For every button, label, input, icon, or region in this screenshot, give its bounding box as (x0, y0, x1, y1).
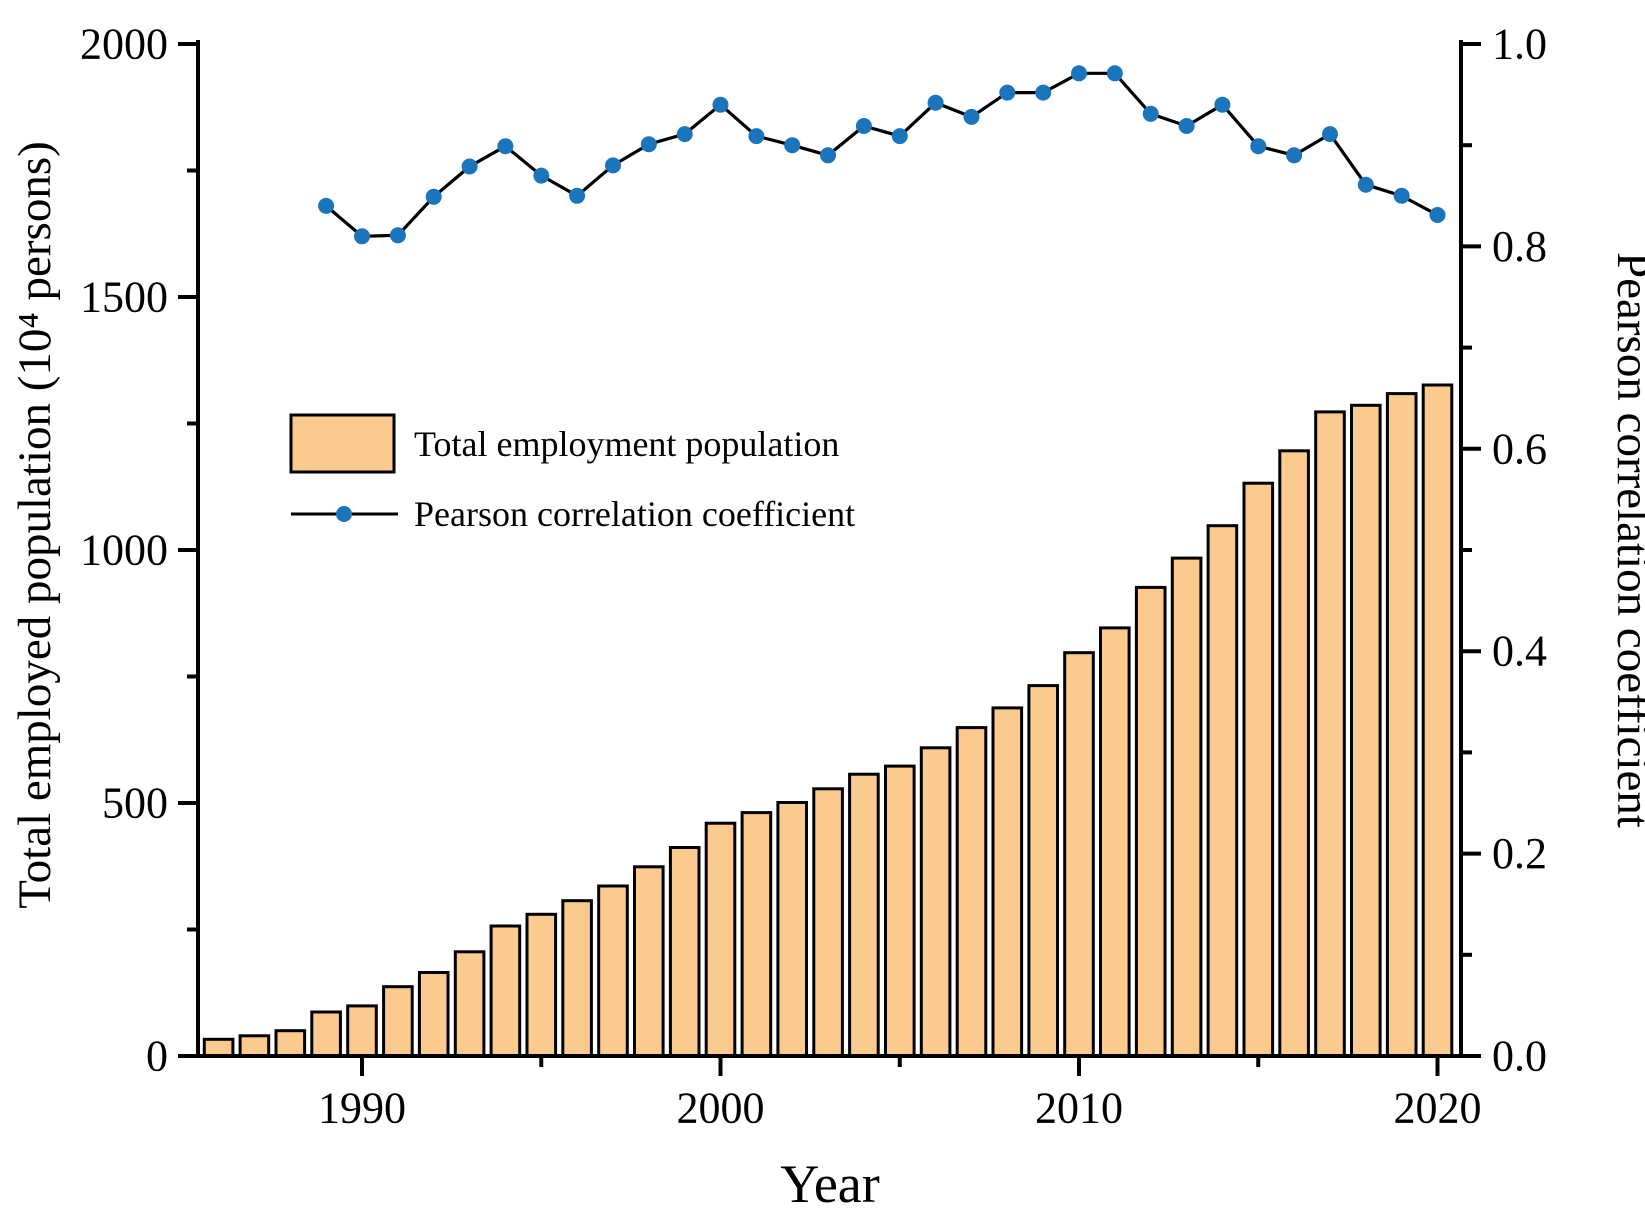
pearson-marker-2019 (1393, 187, 1410, 204)
pearson-marker-2020 (1429, 207, 1446, 223)
pearson-marker-1999 (676, 126, 693, 143)
bar-2017 (1314, 410, 1346, 1058)
pearson-marker-1998 (640, 136, 657, 153)
legend: Total employment population Pearson corr… (289, 413, 855, 534)
bar-2019 (1385, 392, 1418, 1058)
pearson-marker-2006 (927, 94, 944, 111)
bar-1986 (202, 1037, 235, 1058)
pearson-marker-2010 (1071, 65, 1087, 82)
left-tick-label: 500 (102, 779, 168, 828)
pearson-marker-1992 (425, 188, 442, 205)
pearson-marker-2003 (820, 147, 836, 164)
right-tick-label: 1.0 (1492, 20, 1547, 69)
bar-2002 (776, 801, 809, 1058)
pearson-marker-2000 (712, 96, 729, 113)
bar-1990 (346, 1004, 378, 1058)
bar-2001 (740, 811, 773, 1058)
x-tick-label: 2000 (677, 1084, 765, 1133)
bar-2009 (1027, 684, 1060, 1058)
pearson-marker-2012 (1142, 105, 1159, 122)
bar-2000 (704, 821, 737, 1058)
x-tick-label: 2020 (1394, 1084, 1482, 1133)
bar-2008 (991, 706, 1024, 1058)
bar-1994 (489, 924, 522, 1058)
x-tick-label: 2010 (1035, 1084, 1123, 1133)
pearson-marker-1996 (569, 187, 586, 204)
pearson-marker-1994 (497, 138, 514, 155)
bar-1991 (382, 985, 414, 1058)
legend-line-label: Pearson correlation coefficient (414, 494, 855, 534)
left-tick-label: 1000 (80, 526, 168, 575)
pearson-marker-2005 (891, 128, 908, 145)
right-y-axis-title: Pearson correlation coefficient (1607, 252, 1645, 828)
bar-2005 (884, 764, 916, 1058)
bar-2003 (812, 787, 844, 1058)
pearson-marker-1990 (354, 228, 370, 245)
bar-1988 (274, 1029, 307, 1058)
pearson-marker-2013 (1178, 118, 1195, 134)
legend-bar-swatch (289, 413, 396, 474)
bar-2018 (1350, 403, 1382, 1058)
right-tick-label: 0.2 (1492, 829, 1547, 878)
legend-line-marker-icon (336, 506, 352, 522)
pearson-marker-2016 (1286, 147, 1303, 164)
pearson-marker-1991 (389, 227, 406, 244)
bar-2015 (1242, 481, 1275, 1058)
bar-2004 (848, 772, 880, 1058)
left-tick-label: 0 (146, 1032, 168, 1081)
right-tick-label: 0.0 (1492, 1032, 1547, 1081)
plot-area: 0 500 1000 1500 2000 0.0 0.2 0.4 0.6 0.8 1.0 1990 20… (80, 20, 1547, 1133)
bar-2020 (1421, 383, 1454, 1058)
pearson-marker-2014 (1214, 96, 1231, 113)
bar-1995 (525, 912, 558, 1058)
bar-1992 (417, 971, 450, 1058)
legend-bar-label: Total employment population (414, 424, 839, 464)
right-tick-label: 0.6 (1492, 424, 1547, 473)
bar-2010 (1063, 651, 1095, 1058)
bar-1999 (668, 846, 701, 1058)
left-tick-label: 2000 (80, 20, 168, 69)
x-tick-label: 1990 (318, 1084, 406, 1133)
pearson-marker-2011 (1106, 65, 1123, 82)
bar-2012 (1134, 585, 1167, 1058)
left-y-axis-title: Total employed population (10⁴ persons) (9, 141, 61, 909)
pearson-marker-1993 (461, 158, 478, 175)
pearson-marker-2008 (999, 84, 1016, 101)
bar-1989 (310, 1010, 342, 1058)
pearson-marker-2004 (855, 118, 872, 134)
pearson-marker-2015 (1250, 138, 1267, 155)
pearson-marker-2001 (748, 128, 765, 145)
x-axis-title: Year (780, 1154, 880, 1214)
bar-1993 (453, 950, 486, 1058)
pearson-marker-2009 (1035, 84, 1052, 101)
bar-2013 (1170, 556, 1203, 1058)
pearson-marker-2018 (1357, 176, 1374, 193)
pearson-marker-1997 (605, 157, 621, 174)
right-tick-label: 0.4 (1492, 627, 1547, 676)
bar-2014 (1206, 524, 1239, 1058)
bar-2011 (1099, 626, 1131, 1058)
bar-2007 (955, 726, 988, 1058)
pearson-marker-1995 (533, 167, 550, 184)
bar-1996 (561, 899, 593, 1058)
pearson-marker-2007 (963, 108, 980, 125)
pearson-marker-2002 (784, 137, 801, 154)
left-tick-label: 1500 (80, 273, 168, 322)
bar-2016 (1278, 449, 1310, 1058)
pearson-marker-1989 (318, 197, 335, 214)
pearson-marker-2017 (1322, 126, 1338, 143)
bar-2006 (919, 746, 952, 1058)
bar-1998 (633, 865, 665, 1058)
bar-1997 (597, 884, 629, 1058)
right-tick-label: 0.8 (1492, 222, 1547, 271)
pearson-line (325, 71, 1439, 238)
bar-1987 (238, 1034, 271, 1058)
